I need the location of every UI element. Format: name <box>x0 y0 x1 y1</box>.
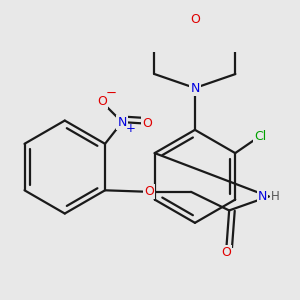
Text: +: + <box>126 122 136 135</box>
Text: N: N <box>190 82 200 94</box>
Text: N: N <box>258 190 267 203</box>
Text: −: − <box>106 87 117 100</box>
Text: O: O <box>221 246 231 259</box>
Text: O: O <box>190 13 200 26</box>
Text: O: O <box>97 95 107 109</box>
Text: O: O <box>144 185 154 198</box>
Text: O: O <box>142 117 152 130</box>
Text: N: N <box>117 116 127 129</box>
Text: H: H <box>271 190 279 203</box>
Text: Cl: Cl <box>254 130 266 142</box>
